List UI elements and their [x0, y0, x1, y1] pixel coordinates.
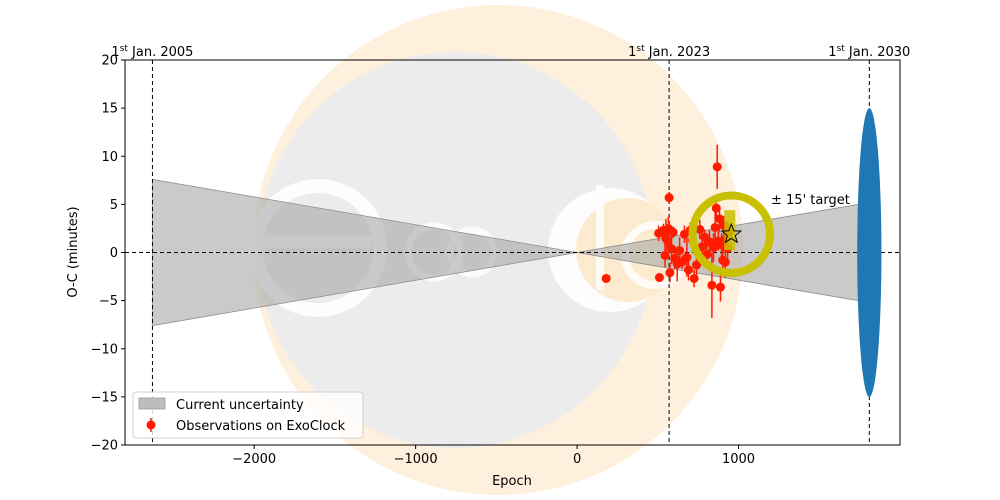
- y-tick-label: 20: [101, 54, 118, 69]
- observation-point: [697, 242, 707, 252]
- observation-point: [709, 243, 719, 253]
- observation-point: [689, 273, 699, 283]
- legend-observation-marker: [146, 420, 156, 430]
- legend-uncertainty-swatch: [138, 397, 166, 410]
- observation-point: [707, 280, 717, 290]
- observation-point: [665, 268, 675, 278]
- observation-point: [702, 249, 712, 259]
- target-ring: [688, 191, 775, 277]
- y-tick-label: 5: [110, 198, 118, 213]
- observation-point: [692, 260, 702, 270]
- observation-point: [710, 222, 720, 232]
- date-marker-label: 1st Jan. 2030: [828, 44, 910, 60]
- x-tick-label: 0: [573, 452, 581, 467]
- y-tick-label: 15: [101, 102, 118, 117]
- target-ring-marker: [724, 210, 736, 251]
- date-marker-labels: 1st Jan. 2005 1st Jan. 2023 1st Jan. 2030: [111, 44, 910, 60]
- y-tick-label: −5: [99, 294, 118, 309]
- observation-point: [720, 257, 730, 267]
- date-marker-label: 1st Jan. 2023: [628, 44, 710, 60]
- observation-point: [714, 214, 724, 224]
- target-star-marker: [720, 222, 743, 244]
- legend: Current uncertainty Observations on ExoC…: [132, 391, 364, 439]
- date-marker-label: 1st Jan. 2005: [111, 44, 193, 60]
- x-tick-label: −2000: [232, 452, 276, 467]
- observation-point: [711, 203, 721, 213]
- legend-box: [132, 391, 364, 439]
- observation-point: [663, 236, 672, 246]
- y-tick-label: 10: [101, 150, 118, 165]
- y-tick-label: 0: [110, 246, 118, 261]
- observation-point: [654, 273, 664, 283]
- observation-point: [601, 273, 611, 283]
- x-axis-label: Epoch: [492, 474, 532, 489]
- observation-point: [664, 193, 674, 203]
- observation-point: [667, 244, 677, 254]
- y-tick-label: −10: [91, 342, 118, 357]
- y-tick-label: −15: [91, 390, 118, 405]
- legend-observation-label: Observations on ExoClock: [176, 419, 346, 434]
- observation-point: [660, 250, 670, 260]
- target-label: ± 15' target: [771, 193, 850, 208]
- observation-point: [715, 282, 725, 292]
- observation-point: [683, 265, 693, 275]
- legend-uncertainty-label: Current uncertainty: [176, 398, 304, 413]
- y-tick-label: −20: [91, 439, 118, 454]
- axis-ticks: −2000 −1000 0 1000 −20 −15 −10 −5 0 5 10 15 20: [91, 54, 756, 468]
- observation-point: [668, 227, 678, 237]
- plot-area: [125, 60, 900, 445]
- observation-point: [712, 162, 722, 172]
- y-axis-label: O-C (minutes): [66, 206, 81, 297]
- x-tick-label: −1000: [394, 452, 438, 467]
- future-prediction-ellipse: [857, 108, 882, 397]
- x-tick-label: 1000: [722, 452, 755, 467]
- observation-point: [695, 224, 705, 234]
- observation-point: [675, 246, 685, 256]
- observation-point: [682, 252, 692, 262]
